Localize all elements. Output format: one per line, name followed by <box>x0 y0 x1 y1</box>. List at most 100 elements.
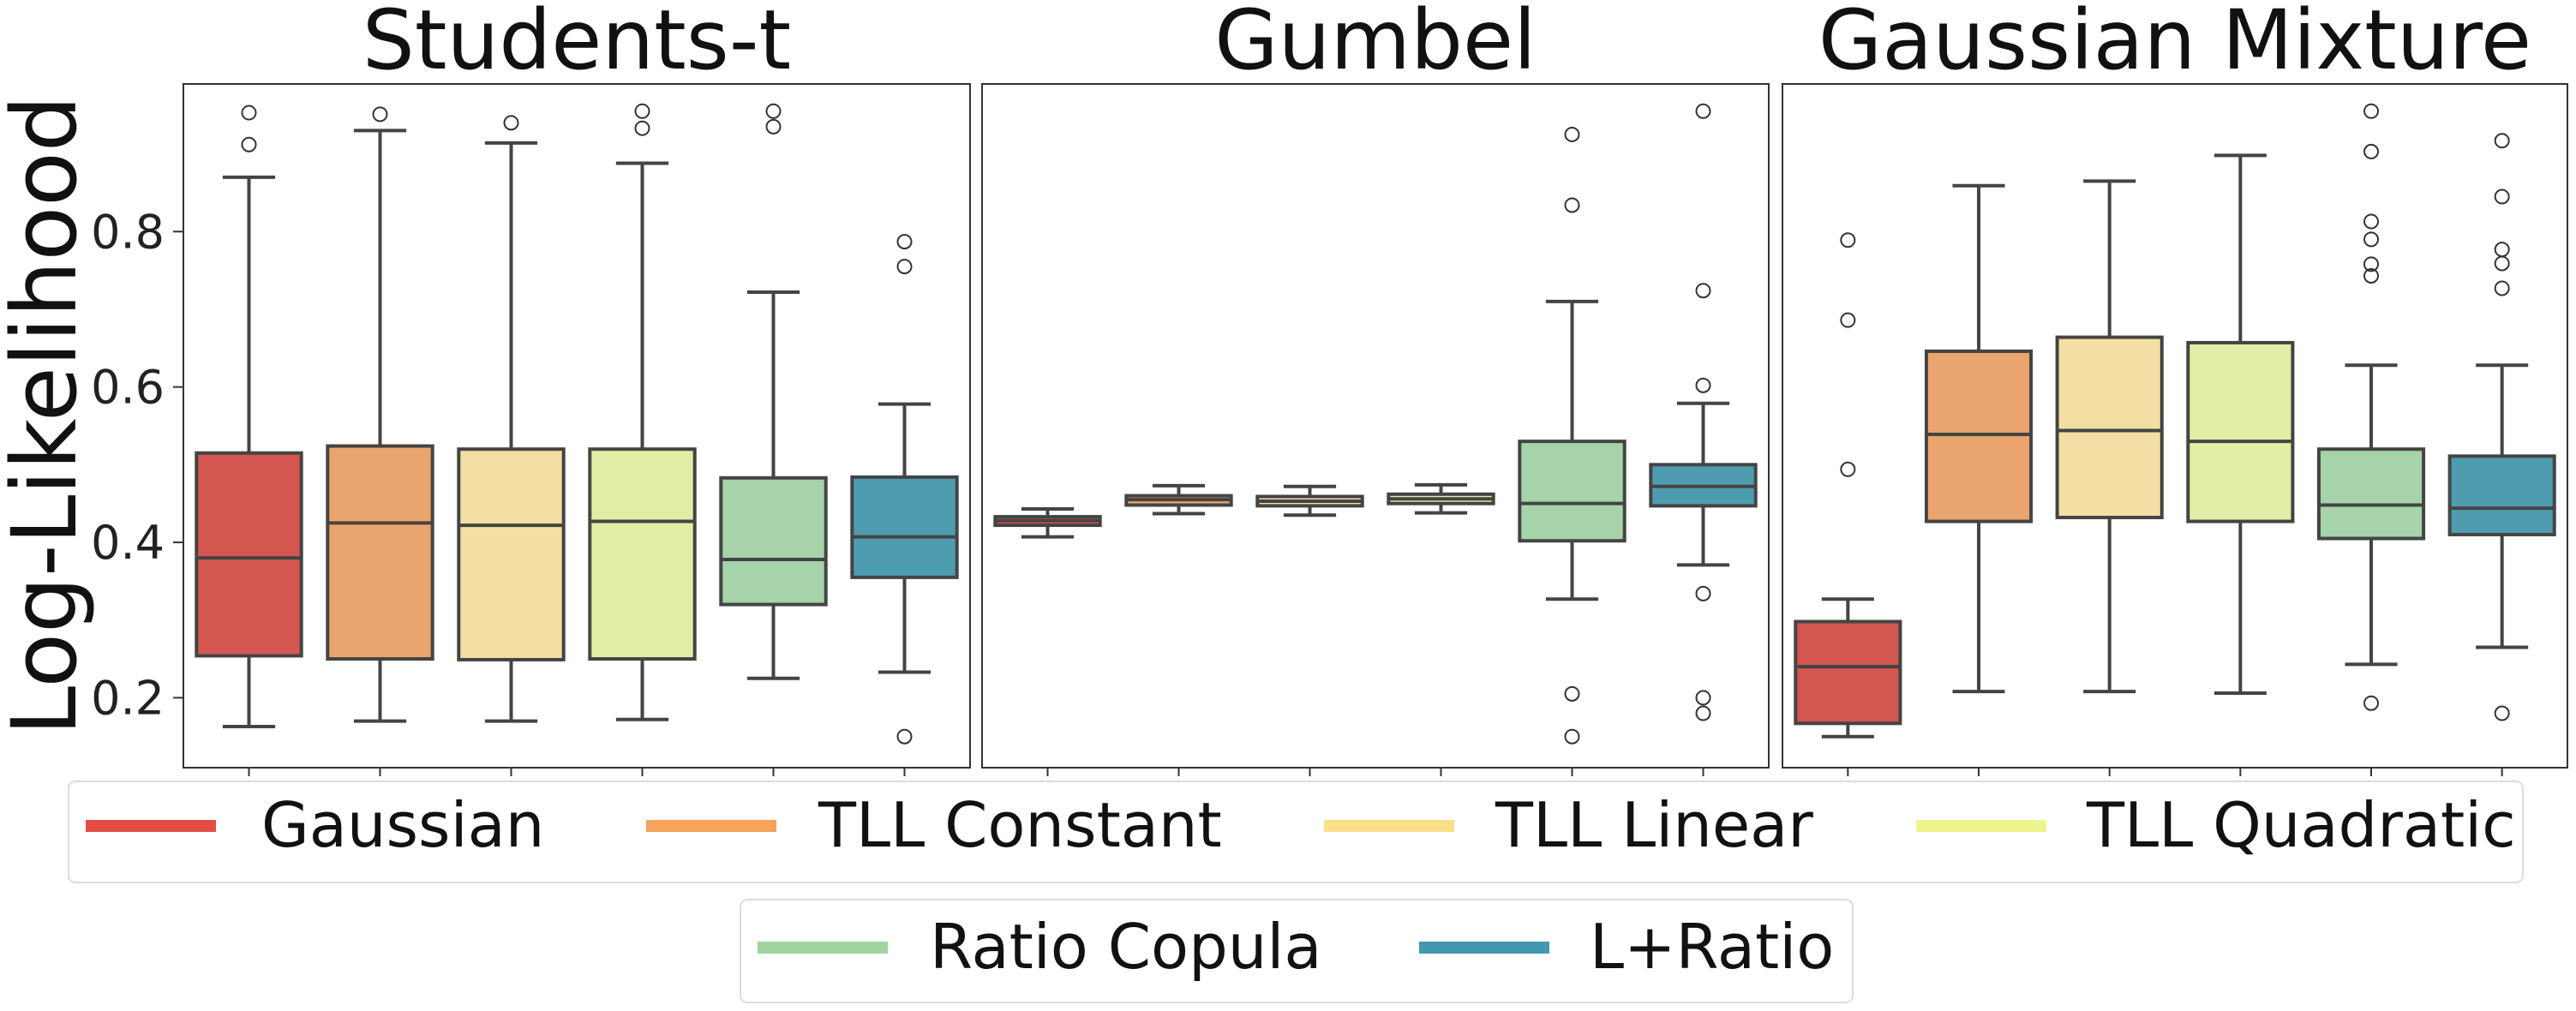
outlier-point <box>1695 585 1711 601</box>
box-body <box>1924 349 2034 523</box>
box-body <box>2316 447 2426 541</box>
legend-item-gaussian: Gaussian <box>86 789 544 861</box>
outlier-point <box>2363 213 2379 230</box>
legend-item-tll-linear: TLL Linear <box>1324 789 1813 861</box>
box-ratio-copula <box>2316 103 2426 776</box>
legend-label: L+Ratio <box>1590 911 1834 983</box>
y-axis-label-group: Log-Likelihood <box>0 95 97 736</box>
box-tll-quadratic <box>588 103 697 776</box>
axes-frame <box>981 83 1770 769</box>
box-body <box>2447 454 2556 536</box>
box-body <box>457 447 566 661</box>
axes-frame <box>1782 83 2568 769</box>
outlier-point <box>634 103 650 119</box>
box-tll-linear <box>2055 179 2164 776</box>
outlier-point <box>1564 728 1580 745</box>
outlier-point <box>2494 188 2510 205</box>
box-body <box>326 444 434 661</box>
box-body <box>588 447 697 661</box>
outlier-point <box>2494 242 2510 258</box>
panel-title: Gumbel <box>1214 0 1536 88</box>
box-body <box>1794 619 1902 726</box>
outlier-point <box>241 105 257 121</box>
outlier-point <box>2363 103 2379 119</box>
box-ratio-copula <box>719 103 828 776</box>
outlier-point <box>896 728 913 745</box>
outlier-point <box>2363 695 2379 711</box>
outlier-point <box>2494 705 2510 721</box>
legend-item-ratio-copula: Ratio Copula <box>758 911 1322 983</box>
outlier-point <box>765 103 782 119</box>
outlier-point <box>2494 280 2510 296</box>
legend-label: TLL Quadratic <box>2086 789 2516 861</box>
box-ratio-copula <box>1518 126 1626 776</box>
panel-title: Gaussian Mixture <box>1818 0 2531 88</box>
y-tick-label: 0.2 <box>91 671 165 725</box>
box-l-ratio <box>2447 133 2556 776</box>
outlier-point <box>241 136 257 153</box>
legend-label: Gaussian <box>261 789 544 861</box>
outlier-point <box>1695 690 1711 706</box>
panel-students-t: Students-t 0.2 0.4 0.6 0.8 <box>91 0 971 776</box>
y-tick-label: 0.4 <box>91 516 165 570</box>
box-l-ratio <box>1649 103 1758 776</box>
outlier-point <box>2494 133 2510 149</box>
box-tll-linear <box>457 115 566 776</box>
legend-label: Ratio Copula <box>930 911 1322 983</box>
box-body <box>2055 335 2164 520</box>
box-tll-constant <box>1124 483 1233 776</box>
box-body <box>195 451 303 658</box>
legend-item-tll-quadratic: TLL Quadratic <box>1916 789 2516 861</box>
box-l-ratio <box>850 234 959 776</box>
box-tll-constant <box>1924 183 2034 776</box>
outlier-point <box>765 118 782 135</box>
panel-gumbel: Gumbel <box>981 0 1770 776</box>
box-body <box>850 475 959 579</box>
outlier-point <box>372 106 388 123</box>
box-tll-constant <box>326 106 434 776</box>
legend-frame-row-2 <box>740 899 1854 1003</box>
outlier-point <box>896 234 913 250</box>
outlier-point <box>2363 267 2379 284</box>
outlier-point <box>2363 143 2379 159</box>
legend-label: TLL Constant <box>818 789 1222 861</box>
panel-gaussian-mixture: Gaussian Mixture <box>1782 0 2568 776</box>
legend-label: TLL Linear <box>1495 789 1813 861</box>
box-body <box>719 476 828 607</box>
outlier-point <box>1695 377 1711 393</box>
outlier-point <box>2494 255 2510 272</box>
box-gaussian <box>195 105 303 776</box>
box-gaussian <box>1794 232 1902 776</box>
box-body <box>1518 440 1626 543</box>
outlier-point <box>1840 312 1856 328</box>
y-tick-label: 0.8 <box>91 205 165 259</box>
outlier-point <box>634 120 650 136</box>
legend-item-l-ratio: L+Ratio <box>1419 911 1834 983</box>
outlier-point <box>1564 685 1580 702</box>
outlier-point <box>1695 283 1711 299</box>
outlier-point <box>1695 103 1711 119</box>
outlier-point <box>2363 256 2379 272</box>
outlier-point <box>1840 461 1856 477</box>
outlier-point <box>2363 231 2379 248</box>
legend: Gaussian TLL Constant TLL Linear TLL Quadra… <box>68 781 2524 1003</box>
outlier-point <box>1564 197 1580 213</box>
outlier-point <box>1695 705 1711 721</box>
outlier-point <box>1840 232 1856 248</box>
outlier-point <box>503 115 519 131</box>
box-gaussian <box>993 507 1102 776</box>
y-tick-label: 0.6 <box>91 361 165 415</box>
panel-title: Students-t <box>362 0 791 88</box>
box-tll-quadratic <box>1387 482 1495 776</box>
axes-frame <box>183 83 971 769</box>
y-axis-label: Log-Likelihood <box>0 95 97 736</box>
legend-frame-row-1 <box>68 781 2524 883</box>
box-body <box>2186 340 2295 523</box>
panels-layer: Students-t 0.2 0.4 0.6 0.8 Gumbel Gaussian Mix… <box>91 0 2568 776</box>
legend-item-tll-constant: TLL Constant <box>646 789 1222 861</box>
outlier-point <box>896 259 913 275</box>
outlier-point <box>1564 126 1580 142</box>
box-tll-quadratic <box>2186 153 2295 776</box>
box-tll-linear <box>1255 484 1364 776</box>
